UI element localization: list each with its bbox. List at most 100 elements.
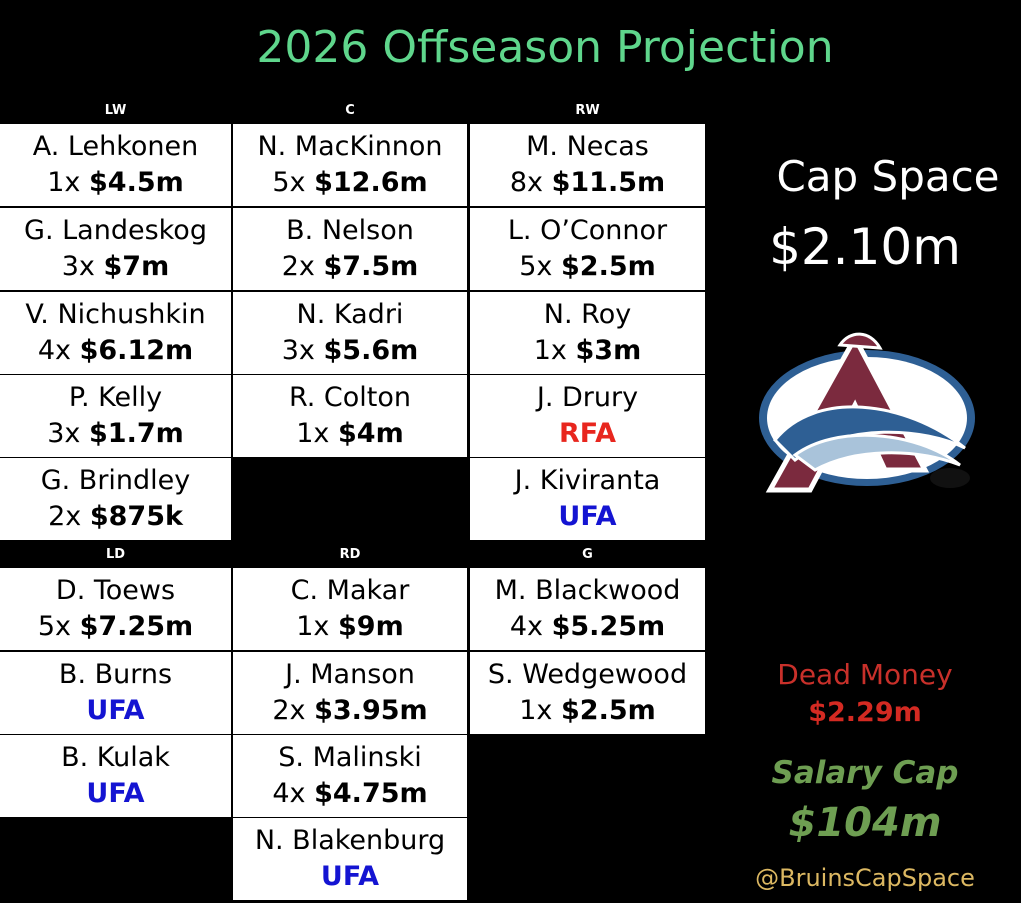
player-name: J. Drury [536, 382, 639, 413]
term: 3x [61, 251, 95, 282]
position-header: RD [339, 547, 361, 562]
status: RFA [558, 418, 617, 449]
player-cell: A. Lehkonen 1x $4.5m [0, 124, 231, 206]
player-name: J. Kiviranta [514, 465, 661, 496]
player-name: J. Manson [285, 659, 415, 690]
term: 1x [519, 695, 553, 726]
contract: 1x $2.5m [470, 695, 705, 727]
contract: 1x $9m [233, 611, 467, 643]
title: 2026 Offseason Projection [256, 22, 834, 73]
contract: 1x $4.5m [0, 167, 231, 199]
player-name: N. Roy [543, 299, 632, 330]
amount: $3m [575, 335, 642, 366]
amount: $7.5m [323, 251, 419, 282]
player-name: M. Blackwood [494, 575, 681, 606]
player-name: M. Necas [526, 131, 649, 162]
player-name: C. Makar [290, 575, 410, 606]
term: 4x [509, 611, 544, 642]
contract: 4x $5.25m [470, 611, 705, 643]
term: 2x [272, 695, 306, 726]
player-cell: N. Roy 1x $3m [470, 292, 705, 374]
player-cell: V. Nichushkin 4x $6.12m [0, 292, 231, 374]
contract: 5x $2.5m [470, 251, 705, 283]
player-cell: L. O’Connor 5x $2.5m [470, 208, 705, 290]
status: UFA [320, 861, 380, 892]
contract: 2x $875k [0, 501, 231, 533]
position-header: LW [104, 103, 127, 118]
amount: $4m [338, 418, 404, 449]
player-name: D. Toews [55, 575, 176, 606]
amount: $6.12m [79, 335, 194, 366]
player-cell: J. Kiviranta UFA [470, 458, 705, 540]
term: 1x [533, 335, 567, 366]
player-name: N. Kadri [296, 299, 404, 330]
player-cell: J. Manson 2x $3.95m [233, 652, 467, 734]
player-name: N. Blakenburg [254, 825, 446, 856]
term: 8x [509, 167, 544, 198]
amount: $12.6m [314, 167, 428, 198]
player-cell: N. Blakenburg UFA [233, 818, 467, 900]
contract: UFA [233, 861, 467, 893]
position-header: LD [105, 547, 126, 562]
term: 3x [281, 335, 315, 366]
amount: $4.5m [89, 167, 184, 198]
position-header: C [345, 103, 355, 118]
term: 5x [519, 251, 553, 282]
player-cell: C. Makar 1x $9m [233, 568, 467, 650]
player-cell: N. MacKinnon 5x $12.6m [233, 124, 467, 206]
contract: 2x $3.95m [233, 695, 467, 727]
contract: 3x $5.6m [233, 335, 467, 367]
contract: 8x $11.5m [470, 167, 705, 199]
player-name: N. MacKinnon [257, 131, 443, 162]
player-cell: J. Drury RFA [470, 375, 705, 457]
credit: @BruinsCapSpace [755, 864, 975, 892]
status: UFA [86, 695, 145, 726]
amount: $7.25m [79, 611, 194, 642]
contract: UFA [0, 778, 231, 810]
amount: $5.25m [551, 611, 666, 642]
cap-space-label: Cap Space [776, 152, 1000, 201]
player-cell: M. Blackwood 4x $5.25m [470, 568, 705, 650]
dead-money-value: $2.29m [808, 697, 922, 728]
position-header: G [582, 547, 593, 562]
term: 3x [47, 418, 81, 449]
player-name: B. Burns [58, 659, 173, 690]
amount: $11.5m [551, 167, 666, 198]
contract: 2x $7.5m [233, 251, 467, 283]
team-logo [759, 332, 975, 493]
salary-cap-label: Salary Cap [771, 755, 959, 791]
term: 4x [37, 335, 72, 366]
term: 1x [296, 611, 330, 642]
term: 2x [281, 251, 315, 282]
player-cell: N. Kadri 3x $5.6m [233, 292, 467, 374]
player-cell: D. Toews 5x $7.25m [0, 568, 231, 650]
term: 4x [272, 778, 306, 809]
player-name: P. Kelly [68, 382, 163, 413]
amount: $4.75m [314, 778, 428, 809]
cap-space-value: $2.10m [769, 218, 961, 276]
player-name: V. Nichushkin [25, 299, 206, 330]
term: 2x [48, 501, 82, 532]
player-name: G. Landeskog [24, 215, 207, 246]
contract: 5x $12.6m [233, 167, 467, 199]
amount: $5.6m [323, 335, 419, 366]
contract: UFA [0, 695, 231, 727]
player-name: L. O’Connor [507, 215, 668, 246]
amount: $3.95m [314, 695, 428, 726]
player-cell: G. Landeskog 3x $7m [0, 208, 231, 290]
player-name: B. Nelson [286, 215, 414, 246]
player-name: G. Brindley [40, 465, 191, 496]
amount: $7m [103, 251, 170, 282]
amount: $2.5m [561, 251, 656, 282]
player-cell: B. Burns UFA [0, 652, 231, 734]
contract: 4x $4.75m [233, 778, 467, 810]
contract: RFA [470, 418, 705, 450]
contract: 5x $7.25m [0, 611, 231, 643]
term: 1x [296, 418, 330, 449]
player-name: R. Colton [288, 382, 412, 413]
amount: $875k [89, 501, 183, 532]
term: 5x [37, 611, 72, 642]
term: 5x [272, 167, 306, 198]
player-cell: S. Malinski 4x $4.75m [233, 735, 467, 817]
